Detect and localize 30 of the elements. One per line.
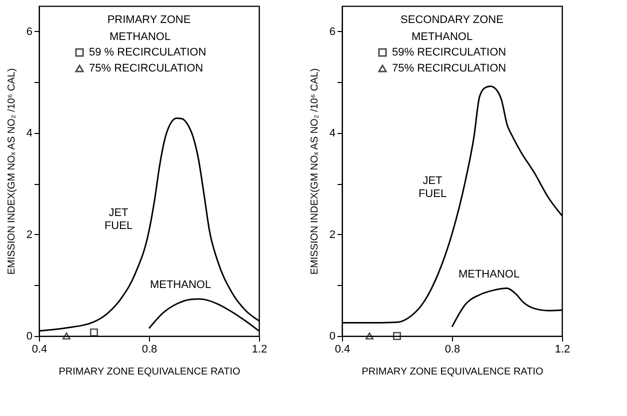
x-tick-label: 0.8 bbox=[444, 344, 460, 356]
y-axis-title: EMISSION INDEX(GM NOₓ AS NO₂ /10⁶ CAL) bbox=[309, 68, 320, 275]
y-tick-label: 6 bbox=[26, 26, 32, 38]
y-tick-label: 2 bbox=[26, 228, 32, 241]
series-label: METHANOL bbox=[458, 268, 520, 280]
x-tick-label: 0.8 bbox=[142, 344, 158, 356]
y-axis-title: EMISSION INDEX(GM NOₓ AS NO₂ /10⁶ CAL) bbox=[6, 68, 18, 275]
legend-label: 75% RECIRCULATION bbox=[89, 62, 204, 74]
x-tick-label: 1.2 bbox=[554, 344, 570, 356]
y-tick-label: 4 bbox=[329, 127, 336, 140]
text: SECONDARY ZONE bbox=[400, 14, 504, 26]
series-label: JET FUEL bbox=[418, 175, 447, 200]
x-axis-title: PRIMARY ZONE EQUIVALENCE RATIO bbox=[58, 366, 240, 378]
legend-label: 75% RECIRCULATION bbox=[392, 62, 506, 74]
y-tick-label: 0 bbox=[26, 330, 32, 342]
series-label: METHANOL bbox=[150, 278, 212, 291]
x-tick-label: 0.4 bbox=[334, 344, 350, 356]
legend-title: METHANOL bbox=[109, 31, 171, 43]
legend-label: 59 % RECIRCULATION bbox=[89, 46, 206, 58]
y-tick-label: 2 bbox=[329, 228, 336, 241]
y-tick-label: 6 bbox=[329, 26, 336, 38]
y-tick-label: 4 bbox=[26, 127, 32, 140]
series-label: JET FUEL bbox=[104, 207, 133, 232]
x-axis-title: PRIMARY ZONE EQUIVALENCE RATIO bbox=[362, 366, 544, 378]
x-tick-label: 0.4 bbox=[32, 344, 48, 356]
text: PRIMARY ZONE bbox=[107, 14, 191, 26]
y-tick-label: 0 bbox=[329, 330, 336, 342]
legend-title: METHANOL bbox=[411, 31, 473, 43]
legend-label: 59% RECIRCULATION bbox=[392, 46, 506, 58]
x-tick-label: 1.2 bbox=[252, 344, 268, 356]
